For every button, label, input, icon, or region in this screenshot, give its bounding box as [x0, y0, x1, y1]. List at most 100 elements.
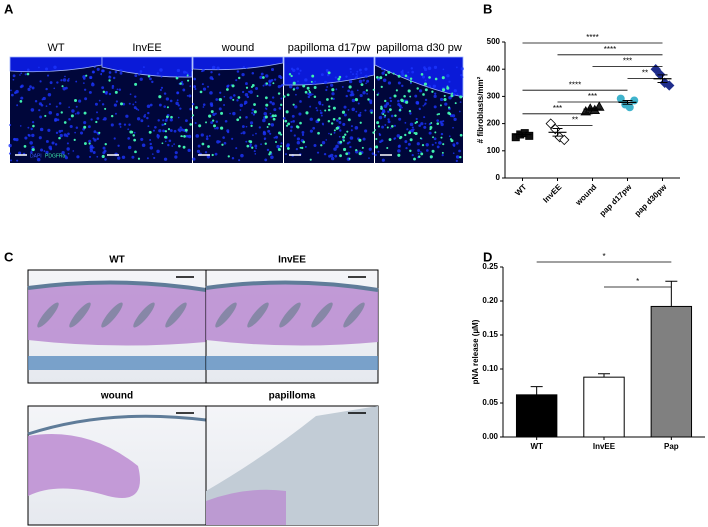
nucleus: [400, 70, 404, 74]
fibroblast: [104, 142, 107, 146]
nucleus: [83, 121, 87, 125]
fibroblast: [358, 138, 362, 142]
y-axis-label: # fibroblasts/mm²: [476, 76, 485, 143]
nucleus: [371, 152, 375, 155]
fibroblast: [386, 126, 389, 129]
nucleus: [163, 105, 166, 108]
nucleus: [377, 150, 380, 153]
error-bar: [530, 386, 543, 395]
nucleus: [43, 150, 46, 152]
nucleus: [20, 96, 24, 100]
fibroblast: [442, 143, 445, 146]
nucleus: [355, 73, 358, 76]
nucleus: [431, 143, 434, 146]
nucleus: [242, 131, 246, 135]
y-tick-label: 0: [496, 173, 501, 182]
nucleus: [448, 96, 452, 100]
nucleus: [260, 143, 262, 146]
nucleus: [194, 122, 197, 125]
nucleus: [252, 113, 256, 116]
fibroblast: [285, 110, 289, 114]
nucleus: [191, 102, 195, 106]
nucleus: [404, 140, 408, 144]
nucleus: [163, 92, 167, 95]
nucleus: [401, 73, 405, 77]
nucleus: [62, 87, 66, 91]
nucleus: [343, 105, 347, 109]
point: [545, 118, 556, 129]
nucleus: [76, 155, 80, 159]
nucleus: [24, 136, 28, 140]
nucleus: [383, 70, 386, 73]
fibroblast: [284, 119, 288, 123]
follicle: [247, 302, 269, 328]
fibroblast: [23, 145, 27, 148]
fibroblast: [342, 135, 346, 139]
nucleus: [455, 159, 458, 163]
nucleus: [328, 154, 332, 158]
nucleus: [39, 115, 43, 119]
nucleus: [407, 142, 411, 146]
nucleus: [10, 89, 12, 92]
nucleus: [210, 103, 214, 107]
muscle: [206, 356, 378, 370]
nucleus: [350, 129, 353, 132]
nucleus: [271, 102, 275, 106]
fibroblast: [58, 136, 61, 140]
x-tick-label: wound: [573, 182, 598, 207]
fibroblast: [443, 94, 446, 97]
nucleus: [193, 77, 197, 81]
fibroblast: [327, 71, 331, 75]
nucleus: [448, 135, 451, 138]
nucleus: [88, 90, 92, 94]
nucleus: [239, 109, 242, 111]
nucleus: [236, 99, 239, 102]
nucleus: [176, 91, 180, 95]
fibroblast: [338, 75, 342, 79]
significance-label: ****: [586, 33, 598, 42]
nucleus: [229, 112, 231, 115]
nucleus: [235, 147, 238, 150]
fibroblast: [285, 124, 289, 127]
nucleus: [397, 81, 401, 85]
nucleus: [398, 117, 402, 121]
nucleus: [293, 134, 296, 137]
nucleus: [177, 104, 180, 107]
nucleus: [378, 132, 381, 135]
nucleus: [356, 89, 359, 92]
nucleus: [350, 90, 354, 94]
nucleus: [251, 72, 255, 75]
nucleus: [38, 109, 41, 112]
nucleus: [286, 143, 290, 147]
nucleus: [387, 118, 390, 121]
fibroblast: [355, 148, 358, 152]
nucleus: [185, 134, 189, 138]
fibroblast: [330, 97, 333, 100]
fibroblast: [447, 106, 451, 109]
fibroblast: [277, 147, 281, 151]
nucleus: [165, 97, 170, 101]
fibroblast: [271, 114, 275, 118]
fibroblast: [400, 99, 404, 103]
nucleus: [175, 101, 179, 106]
nucleus: [259, 75, 263, 79]
fibroblast: [226, 88, 229, 91]
panel-a: WT InvEE wound papilloma d17pw papilloma d30…: [8, 42, 464, 163]
nucleus: [461, 76, 464, 79]
nucleus: [27, 126, 30, 129]
fibroblast: [320, 144, 323, 147]
nucleus: [289, 129, 293, 132]
follicle: [133, 302, 155, 328]
fibroblast: [280, 133, 283, 136]
nucleus: [241, 73, 245, 77]
panel-label: D: [483, 249, 492, 264]
fibroblast: [110, 114, 114, 118]
fibroblast: [398, 108, 402, 112]
nucleus: [169, 99, 173, 103]
fibroblast: [251, 83, 255, 87]
nucleus: [245, 140, 248, 143]
nucleus: [289, 85, 293, 89]
nucleus: [359, 150, 362, 152]
bar: [583, 376, 625, 438]
fibroblast: [194, 106, 198, 110]
